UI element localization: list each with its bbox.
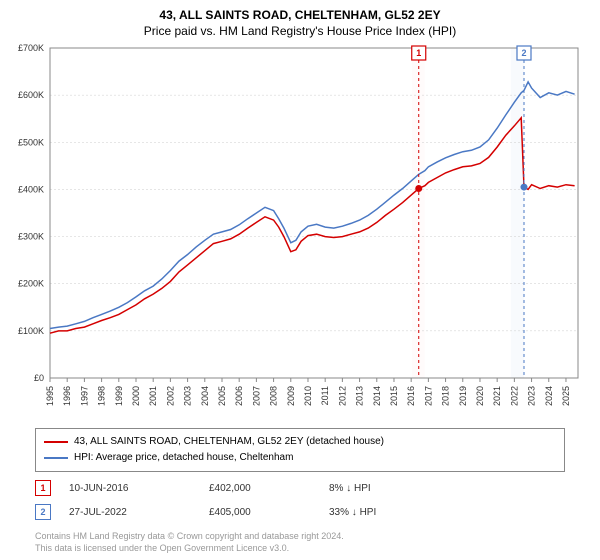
x-tick-label: 1996	[62, 386, 72, 406]
x-tick-label: 2001	[148, 386, 158, 406]
x-tick-label: 1998	[97, 386, 107, 406]
y-tick-label: £300K	[18, 232, 44, 242]
legend-row: 43, ALL SAINTS ROAD, CHELTENHAM, GL52 2E…	[44, 434, 556, 450]
y-tick-label: £400K	[18, 184, 44, 194]
transaction-delta: 33% ↓ HPI	[329, 507, 376, 518]
x-tick-label: 2011	[320, 386, 330, 405]
x-tick-label: 2000	[131, 386, 141, 406]
legend-row: HPI: Average price, detached house, Chel…	[44, 450, 556, 466]
transaction-date: 27-JUL-2022	[69, 507, 209, 518]
x-tick-label: 2013	[355, 386, 365, 406]
legend-area: 43, ALL SAINTS ROAD, CHELTENHAM, GL52 2E…	[35, 428, 565, 520]
footer: Contains HM Land Registry data © Crown c…	[35, 530, 344, 554]
chart-svg: £0 £100K £200K £300K £400K £500K £600K £700K 199…	[0, 0, 600, 420]
x-tick-label: 2025	[561, 386, 571, 406]
x-tick-label: 2018	[441, 386, 451, 406]
transaction-price: £405,000	[209, 507, 329, 518]
transaction-row: 1 10-JUN-2016£402,0008% ↓ HPI	[35, 480, 565, 496]
x-tick-label: 1997	[79, 386, 89, 406]
marker-number: 2	[521, 48, 526, 58]
x-tick-label: 2009	[286, 386, 296, 406]
x-tick-label: 2008	[269, 386, 279, 406]
x-tick-label: 2003	[183, 386, 193, 406]
x-tick-label: 2023	[527, 386, 537, 406]
x-tick-label: 2017	[423, 386, 433, 406]
legend-box: 43, ALL SAINTS ROAD, CHELTENHAM, GL52 2E…	[35, 428, 565, 472]
x-tick-label: 2007	[251, 386, 261, 406]
x-tick-label: 2015	[389, 386, 399, 406]
x-tick-label: 2006	[234, 386, 244, 406]
x-tick-label: 2024	[544, 386, 554, 406]
transaction-date: 10-JUN-2016	[69, 483, 209, 494]
x-tick-label: 2004	[200, 386, 210, 406]
y-tick-label: £200K	[18, 279, 44, 289]
marker-dot	[415, 185, 422, 192]
legend-label: HPI: Average price, detached house, Chel…	[74, 450, 293, 466]
series-line	[50, 82, 575, 329]
y-tick-label: £700K	[18, 43, 44, 53]
transaction-marker: 1	[35, 480, 51, 496]
chart-container: 43, ALL SAINTS ROAD, CHELTENHAM, GL52 2E…	[0, 0, 600, 560]
y-tick-label: £0	[34, 373, 44, 383]
x-tick-label: 2016	[406, 386, 416, 406]
x-tick-label: 2021	[492, 386, 502, 406]
transaction-delta: 8% ↓ HPI	[329, 483, 371, 494]
y-tick-label: £100K	[18, 326, 44, 336]
x-tick-label: 2005	[217, 386, 227, 406]
y-tick-label: £500K	[18, 137, 44, 147]
plot-border	[50, 48, 578, 378]
marker-dot	[520, 184, 527, 191]
transaction-marker: 2	[35, 504, 51, 520]
y-tick-label: £600K	[18, 90, 44, 100]
x-tick-label: 2020	[475, 386, 485, 406]
footer-line-1: Contains HM Land Registry data © Crown c…	[35, 530, 344, 542]
x-tick-label: 1995	[45, 386, 55, 406]
x-tick-label: 2010	[303, 386, 313, 406]
legend-label: 43, ALL SAINTS ROAD, CHELTENHAM, GL52 2E…	[74, 434, 384, 450]
x-tick-label: 2022	[509, 386, 519, 406]
footer-line-2: This data is licensed under the Open Gov…	[35, 542, 344, 554]
transaction-row: 2 27-JUL-2022£405,00033% ↓ HPI	[35, 504, 565, 520]
x-tick-label: 2014	[372, 386, 382, 406]
x-tick-label: 2012	[337, 386, 347, 406]
transaction-price: £402,000	[209, 483, 329, 494]
marker-number: 1	[416, 48, 421, 58]
x-tick-label: 1999	[114, 386, 124, 406]
legend-swatch	[44, 441, 68, 443]
x-tick-label: 2019	[458, 386, 468, 406]
x-tick-label: 2002	[165, 386, 175, 406]
legend-swatch	[44, 457, 68, 459]
